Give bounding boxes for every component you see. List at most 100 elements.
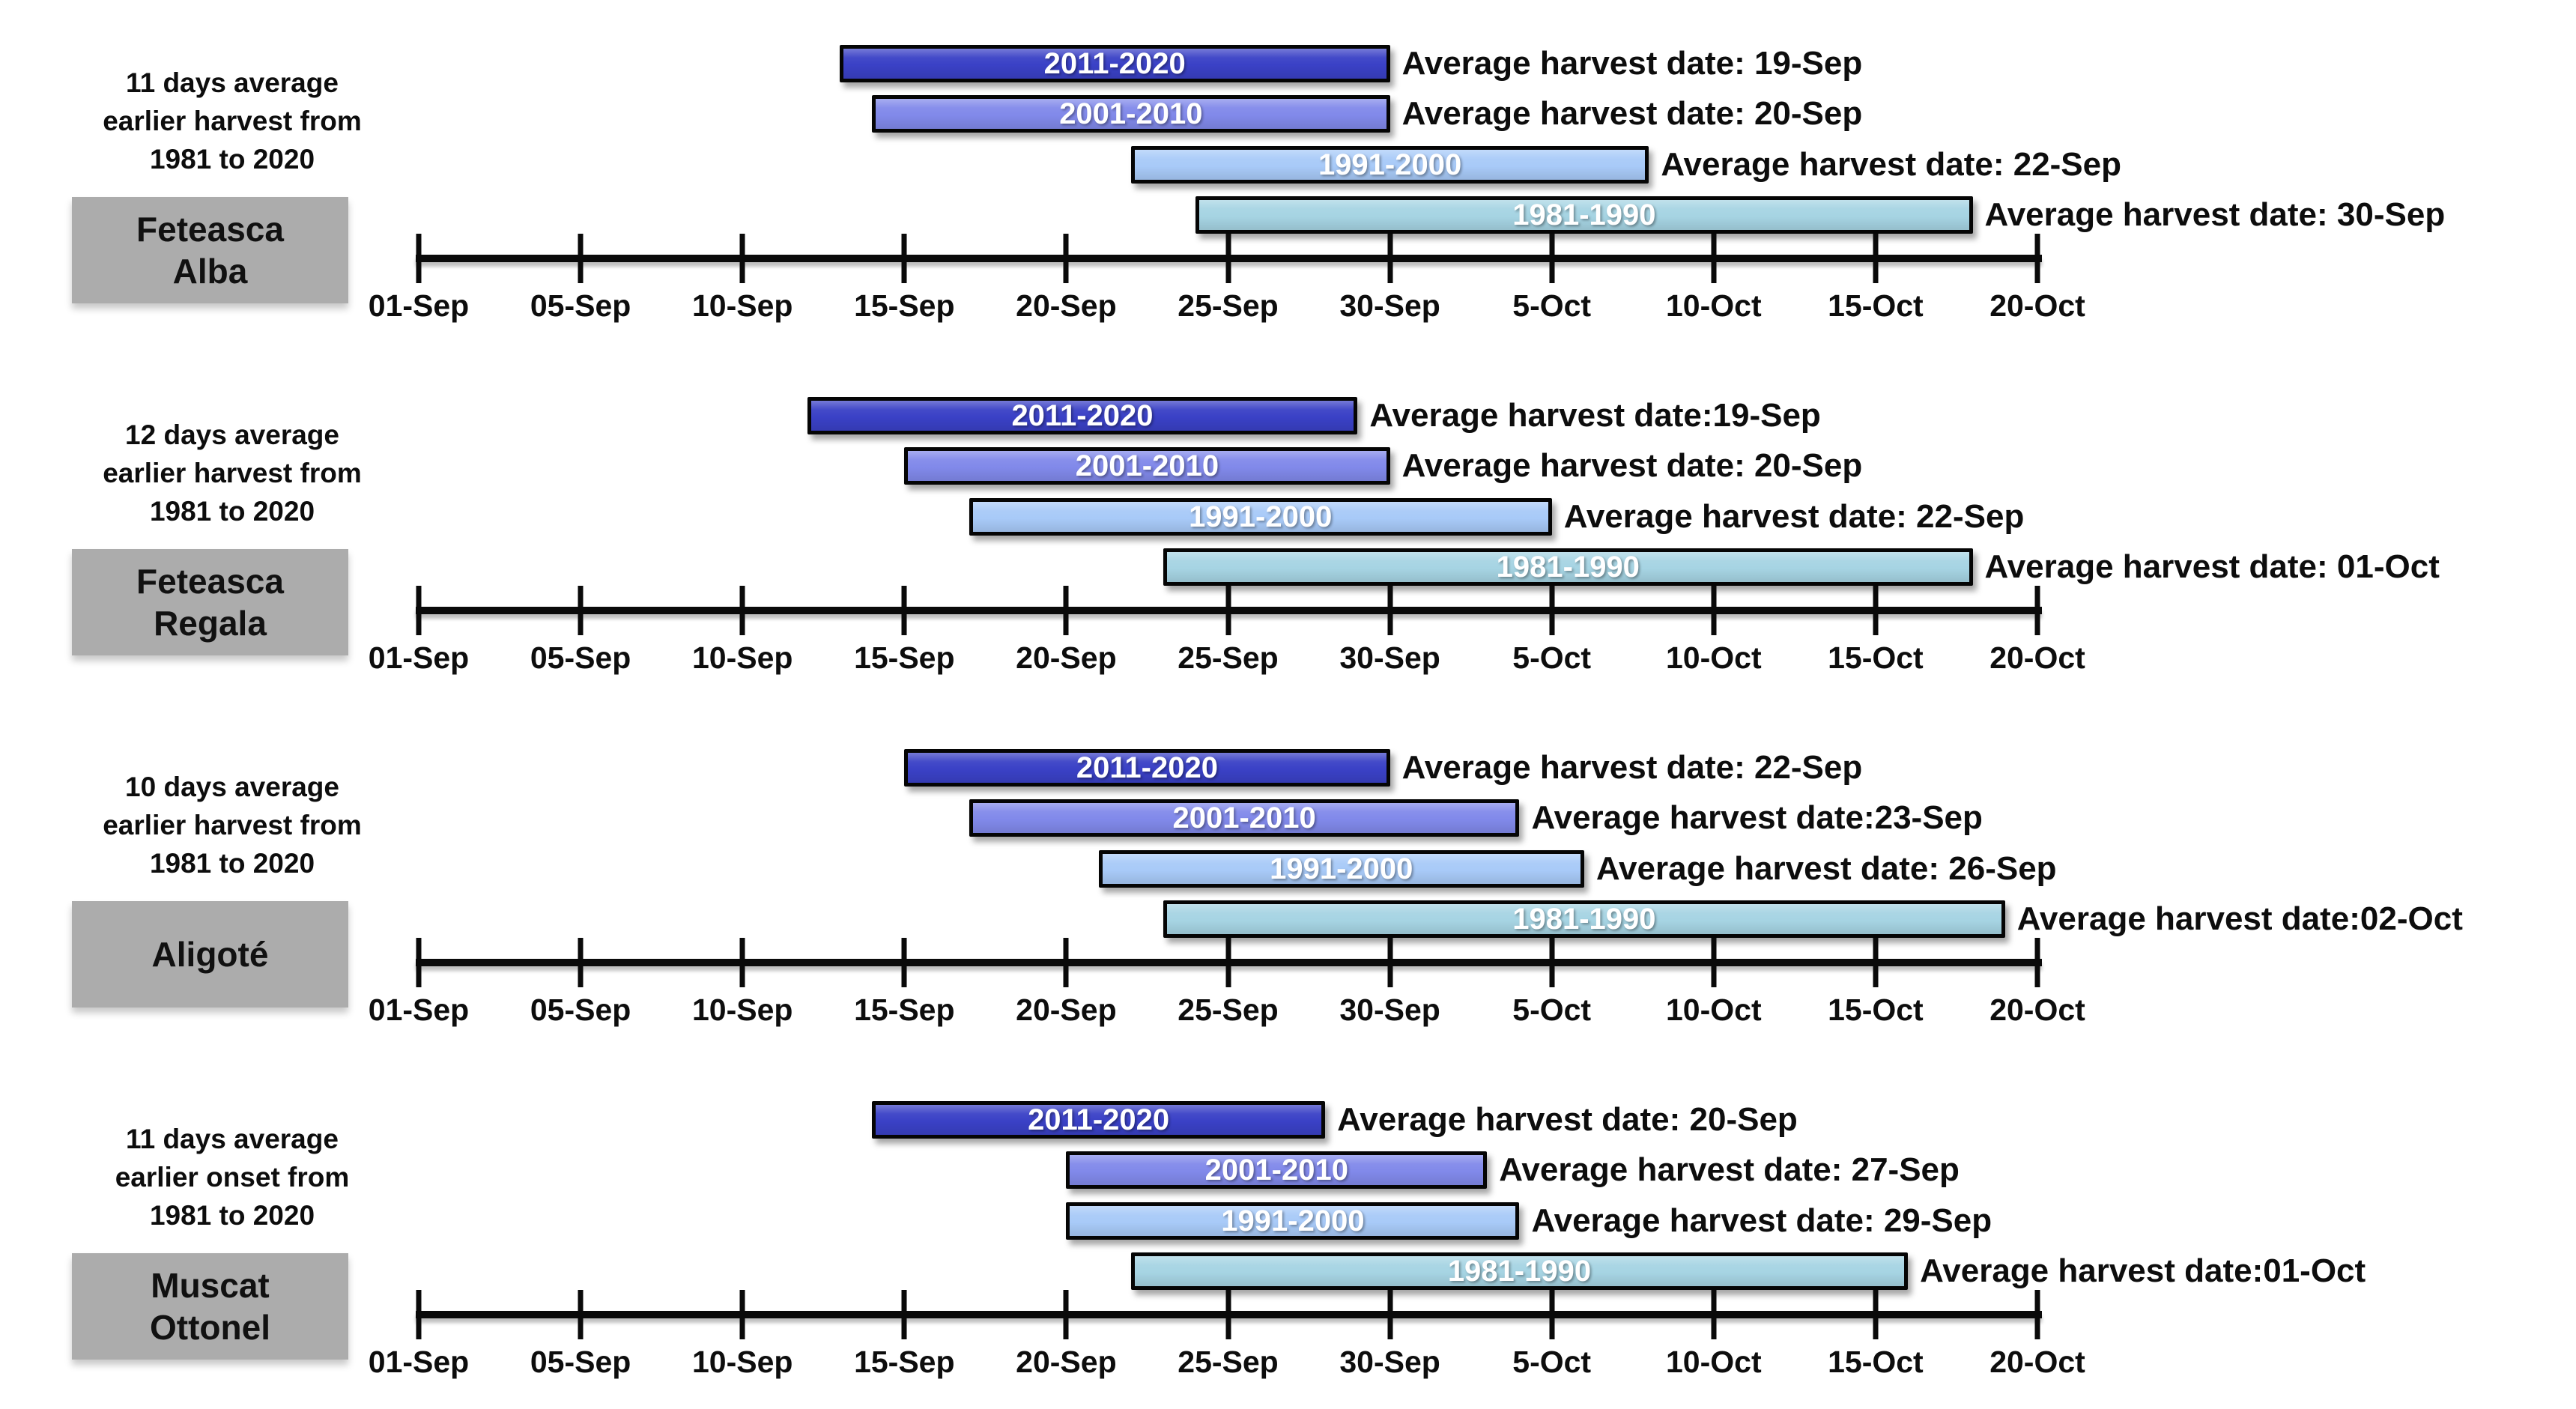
- axis-tick-label: 05-Sep: [530, 288, 631, 323]
- axis-tick-label: 20-Oct: [1989, 640, 2085, 675]
- axis-tick-label: 01-Sep: [368, 993, 470, 1027]
- bars-area: 2011-2020 Average harvest date:19-Sep 20…: [0, 352, 2576, 704]
- avg-harvest-date-label: Average harvest date: 22-Sep: [1661, 146, 2122, 183]
- axis-tick-label: 30-Sep: [1339, 288, 1440, 323]
- axis-tick-label: 20-Sep: [1016, 288, 1117, 323]
- axis-tick-label: 5-Oct: [1512, 1345, 1592, 1379]
- decade-bar-row: 1981-1990 Average harvest date: 30-Sep: [0, 196, 2576, 234]
- tick-mark: [1225, 1290, 1231, 1339]
- axis-tick-label: 05-Sep: [530, 993, 631, 1027]
- axis-tick-label: 15-Oct: [1828, 288, 1924, 323]
- tick-mark: [739, 234, 745, 283]
- variety-panel: 11 days average earlier harvest from 198…: [0, 0, 2576, 352]
- tick-mark: [2034, 234, 2040, 283]
- tick-mark: [1387, 586, 1393, 635]
- variety-panel: 12 days average earlier harvest from 198…: [0, 352, 2576, 704]
- tick-mark: [1225, 938, 1231, 987]
- axis-tick-label: 10-Oct: [1665, 993, 1762, 1027]
- decade-bar: 1981-1990: [1195, 196, 1973, 234]
- axis-tick-label: 20-Oct: [1989, 1345, 2085, 1379]
- annotation-text: 11 days average earlier onset from 1981 …: [115, 1124, 350, 1231]
- decade-bar-label: 2001-2010: [1172, 801, 1316, 834]
- axis-tick-label: 30-Sep: [1339, 1345, 1440, 1379]
- decade-bar: 2001-2010: [969, 799, 1520, 837]
- decade-bar-label: 2011-2020: [1028, 1103, 1170, 1136]
- decade-bar-row: 2001-2010 Average harvest date: 20-Sep: [0, 447, 2576, 485]
- tick-mark: [1387, 234, 1393, 283]
- tick-mark: [578, 586, 584, 635]
- tick-mark: [578, 938, 584, 987]
- variety-panel: 10 days average earlier harvest from 198…: [0, 704, 2576, 1056]
- axis-tick-label: 20-Sep: [1016, 993, 1117, 1027]
- decade-bar-label: 2001-2010: [1075, 449, 1219, 482]
- decade-bar-row: 1981-1990 Average harvest date:02-Oct: [0, 900, 2576, 938]
- avg-harvest-date-label: Average harvest date: 22-Sep: [1401, 749, 1863, 786]
- axis-tick-label: 05-Sep: [530, 1345, 631, 1379]
- decade-bar-row: 2011-2020 Average harvest date: 22-Sep: [0, 749, 2576, 787]
- axis-tick-label: 15-Oct: [1828, 640, 1924, 675]
- tick-mark: [1711, 586, 1717, 635]
- tick-mark: [416, 234, 422, 283]
- avg-harvest-date-label: Average harvest date: 20-Sep: [1401, 95, 1863, 132]
- tick-mark: [739, 938, 745, 987]
- avg-harvest-date-label: Average harvest date:19-Sep: [1369, 397, 1821, 434]
- decade-bar-row: 2011-2020 Average harvest date:19-Sep: [0, 397, 2576, 434]
- axis-tick-label: 10-Sep: [691, 640, 793, 675]
- axis-tick-label: 15-Oct: [1828, 993, 1924, 1027]
- tick-mark: [416, 938, 422, 987]
- annotation-text: 10 days average earlier harvest from 198…: [103, 772, 362, 879]
- tick-mark: [739, 586, 745, 635]
- decade-bar: 2001-2010: [872, 95, 1390, 133]
- avg-harvest-date-label: Average harvest date: 26-Sep: [1595, 850, 2057, 887]
- axis-tick-label: 15-Oct: [1828, 1345, 1924, 1379]
- tick-mark: [1549, 1290, 1555, 1339]
- avg-harvest-date-label: Average harvest date: 29-Sep: [1531, 1202, 1992, 1239]
- decade-bar-label: 1981-1990: [1512, 902, 1656, 936]
- axis-tick-label: 20-Oct: [1989, 993, 2085, 1027]
- tick-mark: [1549, 586, 1555, 635]
- decade-bar-row: 2011-2020 Average harvest date: 19-Sep: [0, 45, 2576, 82]
- axis-tick-label: 05-Sep: [530, 640, 631, 675]
- axis-tick-label: 15-Sep: [854, 640, 955, 675]
- tick-mark: [416, 586, 422, 635]
- decade-bar-label: 1981-1990: [1447, 1254, 1592, 1288]
- decade-bar: 2011-2020: [872, 1101, 1326, 1139]
- decade-bar: 2011-2020: [839, 45, 1390, 82]
- avg-harvest-date-label: Average harvest date: 19-Sep: [1401, 45, 1863, 82]
- tick-mark: [1225, 586, 1231, 635]
- annotation-text: 11 days average earlier harvest from 198…: [103, 67, 362, 175]
- axis-tick-label: 30-Sep: [1339, 993, 1440, 1027]
- decade-bar-row: 1991-2000 Average harvest date: 29-Sep: [0, 1202, 2576, 1240]
- axis-tick-label: 10-Oct: [1665, 640, 1762, 675]
- tick-mark: [901, 234, 907, 283]
- tick-mark: [2034, 938, 2040, 987]
- decade-bar-label: 2011-2020: [1043, 46, 1186, 80]
- tick-mark: [578, 234, 584, 283]
- tick-mark: [901, 938, 907, 987]
- decade-bar: 1981-1990: [1163, 900, 2005, 938]
- axis-tick-label: 15-Sep: [854, 288, 955, 323]
- tick-mark: [2034, 586, 2040, 635]
- tick-mark: [1387, 1290, 1393, 1339]
- avg-harvest-date-label: Average harvest date:02-Oct: [2016, 900, 2463, 937]
- decade-bar-row: 2001-2010 Average harvest date: 20-Sep: [0, 95, 2576, 133]
- variety-label-box: Feteasca Regala: [72, 549, 348, 655]
- decade-bar: 1981-1990: [1130, 1252, 1909, 1290]
- tick-mark: [1873, 1290, 1879, 1339]
- axis-tick-label: 5-Oct: [1512, 288, 1592, 323]
- decade-bar: 1991-2000: [969, 498, 1552, 536]
- axis-tick-label: 20-Sep: [1016, 640, 1117, 675]
- tick-mark: [901, 586, 907, 635]
- axis-tick-label: 10-Sep: [691, 288, 793, 323]
- tick-mark: [2034, 1290, 2040, 1339]
- decade-bar-row: 1981-1990 Average harvest date:01-Oct: [0, 1252, 2576, 1290]
- axis-tick-label: 15-Sep: [854, 993, 955, 1027]
- decade-bar: 2011-2020: [807, 397, 1358, 434]
- bars-area: 2011-2020 Average harvest date: 22-Sep 2…: [0, 704, 2576, 1056]
- decade-bar-label: 1981-1990: [1496, 550, 1640, 584]
- tick-mark: [739, 1290, 745, 1339]
- tick-mark: [1873, 586, 1879, 635]
- decade-bar-label: 1991-2000: [1318, 148, 1462, 181]
- axis-tick-label: 10-Oct: [1665, 1345, 1762, 1379]
